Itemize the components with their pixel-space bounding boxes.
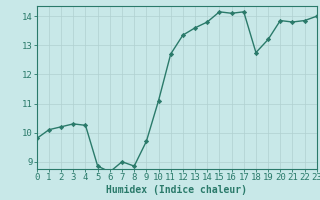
X-axis label: Humidex (Indice chaleur): Humidex (Indice chaleur): [106, 185, 247, 195]
